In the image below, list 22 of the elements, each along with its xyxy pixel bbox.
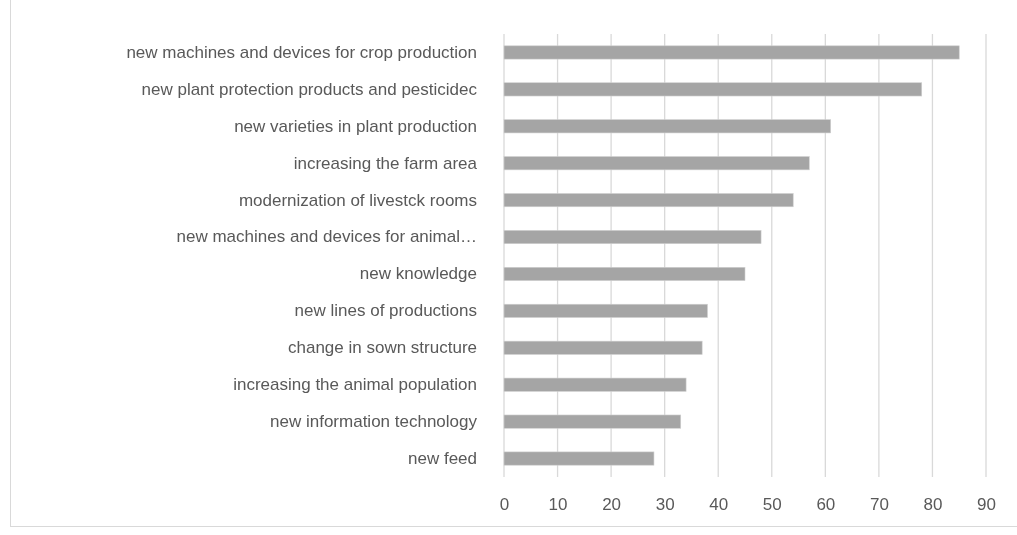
y-tick-label: new varieties in plant production (234, 116, 477, 136)
x-tick-label: 0 (499, 495, 510, 515)
x-tick-label: 60 (816, 495, 836, 515)
x-tick-label: 20 (602, 495, 622, 515)
x-tick-label: 30 (655, 495, 675, 515)
x-tick-label: 70 (869, 495, 889, 515)
x-tick-label: 90 (977, 495, 996, 515)
x-tick-label: 40 (709, 495, 729, 515)
y-tick-label: increasing the farm area (293, 153, 478, 173)
x-tick-label: 10 (548, 495, 568, 515)
y-tick-label: increasing the animal population (233, 375, 477, 395)
y-tick-label: new lines of productions (294, 301, 477, 321)
y-tick-label: new machines and devices for crop production (126, 42, 477, 62)
y-tick-label: change in sown structure (288, 338, 477, 358)
y-tick-label: new knowledge (359, 264, 477, 284)
x-tick-label: 80 (923, 495, 943, 515)
y-tick-label: new information technology (270, 412, 478, 432)
y-tick-label: new plant protection products and pesticidec (141, 79, 478, 99)
x-tick-label: 50 (762, 495, 782, 515)
y-tick-label: new feed (408, 448, 477, 468)
y-tick-label: modernization of livestck rooms (238, 190, 477, 210)
y-tick-label: new machines and devices for animal… (176, 227, 477, 247)
